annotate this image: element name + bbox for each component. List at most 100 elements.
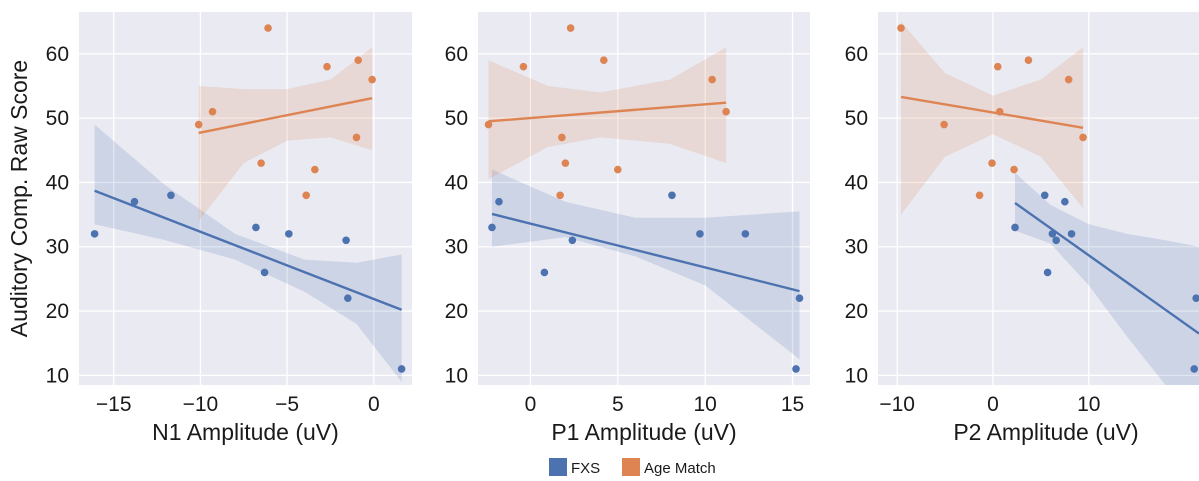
y-axis-label: Auditory Comp. Raw Score [6,60,32,337]
data-point-fxs [495,197,503,206]
y-tick-label: 30 [845,236,868,259]
data-point-fxs [540,268,549,277]
y-tick-label: 40 [46,171,69,194]
data-point-age-match [995,107,1004,116]
data-point-fxs [741,230,750,238]
regression-line-age-match [900,95,1084,129]
legend-label-age-match: Age Match [644,460,716,477]
data-point-fxs [167,191,175,200]
data-point-age-match [323,62,331,71]
data-point-fxs [1011,223,1019,232]
plot-background-p1 [478,12,810,385]
panel-p2: 10 20 30 40 50 60 −10 0 10 P2 Amplitude (uV) [845,12,1199,445]
y-tick-label: 10 [445,364,468,387]
data-point-fxs [252,223,260,232]
data-point-fxs [285,230,293,238]
data-point-age-match [302,191,311,200]
data-point-age-match [257,159,265,167]
data-point-age-match [1064,75,1073,84]
x-tick-label: 10 [693,393,716,416]
data-point-age-match [561,159,570,167]
data-point-age-match [194,120,203,129]
data-point-age-match [940,120,948,129]
confidence-band-age-match [198,47,373,222]
data-point-age-match [988,159,996,167]
y-tick-label: 30 [445,236,468,259]
y-tick-label: 40 [445,171,468,194]
regression-line-fxs [491,212,800,293]
x-tick-label: 15 [781,393,804,416]
data-point-fxs [90,230,99,238]
confidence-band-fxs [1015,172,1199,385]
y-tick-label: 10 [845,364,868,387]
data-point-age-match [566,24,575,32]
legend-swatch-age-match [622,458,640,476]
data-point-fxs [488,223,496,232]
confidence-band-fxs [94,124,402,382]
data-point-fxs [1192,294,1199,302]
data-point-fxs [568,236,577,245]
data-point-fxs [668,191,676,200]
y-tick-label: 20 [445,300,468,323]
data-point-fxs [1190,365,1199,373]
y-tick-label: 50 [46,107,69,130]
data-point-fxs [1040,191,1049,200]
y-tick-label: 20 [845,300,868,323]
data-point-fxs [342,236,350,245]
data-point-age-match [1024,56,1033,65]
x-axis-label-p2: P2 Amplitude (uV) [953,419,1138,445]
legend-swatch-fxs [549,458,567,476]
y-tick-label: 10 [46,364,69,387]
data-point-fxs [1043,268,1052,277]
data-point-fxs [1067,230,1076,238]
data-point-fxs [1061,197,1069,206]
plot-area-n1 [90,24,406,382]
data-point-age-match [558,133,566,142]
data-point-age-match [1010,165,1018,174]
data-point-fxs [795,294,804,302]
regression-line-age-match [198,96,373,135]
panel-n1: 10 20 30 40 50 60 −15 −10 −5 0 N1 Amplitude (uV) Au… [6,12,412,445]
x-tick-label: −10 [183,393,219,416]
data-point-age-match [556,191,564,200]
data-point-age-match [208,107,217,116]
confidence-band-fxs [491,169,800,360]
confidence-band-age-match [488,47,727,180]
x-tick-label: −15 [96,393,132,416]
data-point-age-match [519,62,528,71]
y-tick-label: 60 [46,43,69,66]
plot-background-p2 [878,12,1199,385]
y-tick-label: 20 [46,300,69,323]
data-point-age-match [975,191,984,200]
x-tick-label: 0 [368,393,380,416]
panel-p1: 10 20 30 40 50 60 0 5 10 15 P1 Amplitude (uV) [445,12,810,445]
plot-area-p2 [897,21,1199,385]
data-point-fxs [130,197,139,206]
y-tick-label: 60 [845,43,868,66]
data-point-fxs [792,365,800,373]
data-point-age-match [708,75,716,84]
data-point-fxs [397,365,406,373]
y-tick-label: 40 [845,171,868,194]
regression-line-fxs [94,189,403,311]
x-axis-label-n1: N1 Amplitude (uV) [152,419,339,445]
data-point-age-match [352,133,361,142]
confidence-band-age-match [900,21,1084,215]
data-point-fxs [696,230,704,238]
data-point-age-match [897,24,905,32]
data-point-fxs [344,294,352,302]
data-point-age-match [613,165,622,174]
data-point-age-match [484,120,493,129]
y-tick-label: 30 [46,236,69,259]
data-point-fxs [260,268,269,277]
data-point-age-match [311,165,319,174]
legend-label-fxs: FXS [571,460,600,477]
x-tick-label: 10 [1077,393,1100,416]
plot-area-p1 [484,24,804,373]
data-point-age-match [993,62,1002,71]
x-tick-label: 5 [612,393,624,416]
y-tick-label: 50 [445,107,468,130]
y-tick-label: 50 [845,107,868,130]
data-point-age-match [368,75,376,84]
